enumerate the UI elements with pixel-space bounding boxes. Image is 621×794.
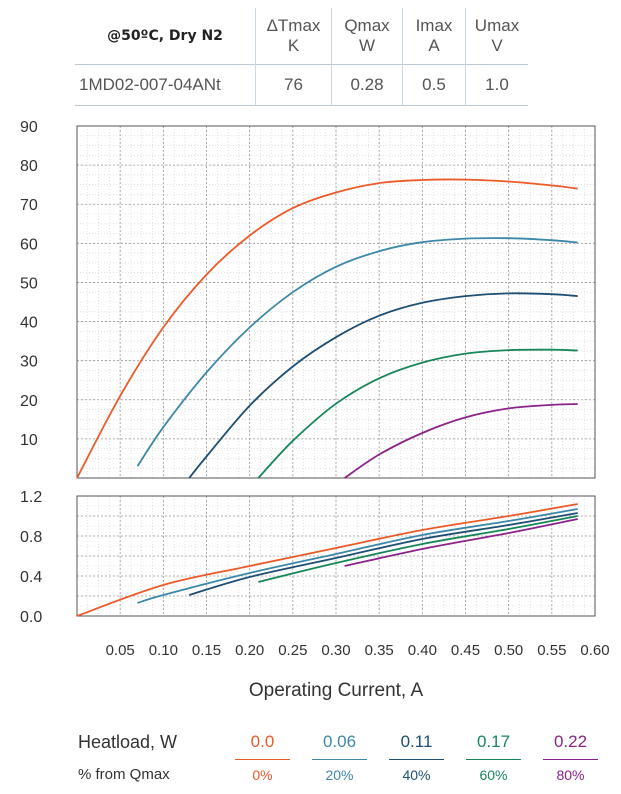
legend-value-4: 0.22 [553,732,588,751]
x-tick-label: 0.30 [321,642,350,659]
x-tick-label: 0.55 [537,642,566,659]
col-qmax-header: Qmax W [331,8,403,65]
x-tick-label: 0.45 [451,642,480,659]
y-tick-label: 0.0 [20,609,42,626]
legend-swatch-line-1 [312,759,367,760]
y-tick-label: 10 [20,432,38,449]
legend-percent-3: 60% [479,767,508,783]
y-tick-label: 80 [20,158,38,175]
x-tick-label: 0.20 [235,642,264,659]
x-tick-label: 0.15 [192,642,221,659]
y-tick-label: 0.4 [20,569,42,586]
delta-t-panel: 10 20 30 40 50 60 70 80 90 [20,119,596,479]
bottom-series-line-1 [137,508,578,604]
x-tick-label: 0.05 [106,642,135,659]
legend-value-3: 0.17 [476,732,511,751]
spec-table: @50ºC, Dry N2 ΔTmax K Qmax W Imax A Umax… [75,8,528,106]
legend-swatch-line-4 [543,759,598,760]
y-tick-label: 30 [20,354,38,371]
col-umax-header: Umax V [465,8,528,65]
bottom-series-line-2 [188,512,578,596]
x-tick-label: 0.35 [365,642,394,659]
y-tick-label: 1.2 [20,489,42,506]
top-series-line-2 [188,292,578,479]
legend-swatch-line-2 [389,759,444,760]
condition-label: @50ºC, Dry N2 [107,28,223,44]
top-series-line-3 [257,348,578,479]
umax-value: 1.0 [465,64,528,106]
model-cell: 1MD02-007-04ANt [75,64,256,106]
y-tick-label: 90 [20,119,38,136]
x-tick-label: 0.40 [408,642,437,659]
x-tick-label: 0.60 [580,642,609,659]
bottom-series-line-4 [344,518,578,567]
legend-swatch-line-0 [235,759,290,760]
col-dtmax-header: ΔTmax K [255,8,332,65]
top-series-line-1 [136,237,578,467]
bottom-series-line-0 [76,503,578,617]
imax-value: 0.5 [402,64,466,106]
col-unit: V [491,36,503,55]
col-name: ΔTmax [266,16,321,35]
x-tick-label: 0.10 [149,642,178,659]
col-name: Qmax [344,16,390,35]
legend-value-0: 0.0 [250,732,275,751]
legend-value-1: 0.06 [322,732,357,751]
y-tick-label: 60 [20,236,38,253]
bottom-plot-frame [76,495,596,617]
col-unit: K [287,36,300,55]
y-tick-label: 70 [20,197,38,214]
top-plot-frame [76,125,596,479]
y-tick-label: 20 [20,393,38,410]
legend-percent-1: 20% [325,767,354,783]
y-tick-label: 50 [20,275,38,292]
dtmax-value: 76 [255,64,332,106]
qmax-value: 0.28 [331,64,403,106]
legend-swatch-line-3 [466,759,521,760]
legend-percent-0: 0% [252,767,273,783]
col-name: Imax [415,16,453,35]
top-series-line-4 [344,403,578,479]
legend-percent-4: 80% [556,767,585,783]
legend-title: Heatload, W [78,732,178,752]
top-series-line-0 [76,178,578,479]
col-unit: W [358,36,376,55]
col-unit: A [428,36,440,55]
spec-data-row: 1MD02-007-04ANt 76 0.28 0.5 1.0 [75,64,528,106]
x-tick-label: 0.50 [494,642,523,659]
x-tick-label: 0.25 [278,642,307,659]
bottom-series-line-3 [258,515,578,583]
y-tick-label: 0.8 [20,529,42,546]
spec-header-row: @50ºC, Dry N2 ΔTmax K Qmax W Imax A Umax… [75,8,528,65]
y-tick-label: 40 [20,315,38,332]
col-imax-header: Imax A [402,8,466,65]
legend-subtitle: % from Qmax [78,766,170,783]
col-name: Umax [474,16,520,35]
legend-value-2: 0.11 [400,732,433,751]
legend-percent-2: 40% [402,767,431,783]
voltage-panel: 0.0 0.4 0.8 1.2 0.05 0.10 0.15 0.20 0.25 0.30 0.35… [20,489,610,659]
x-axis-label: Operating Current, A [249,680,424,701]
